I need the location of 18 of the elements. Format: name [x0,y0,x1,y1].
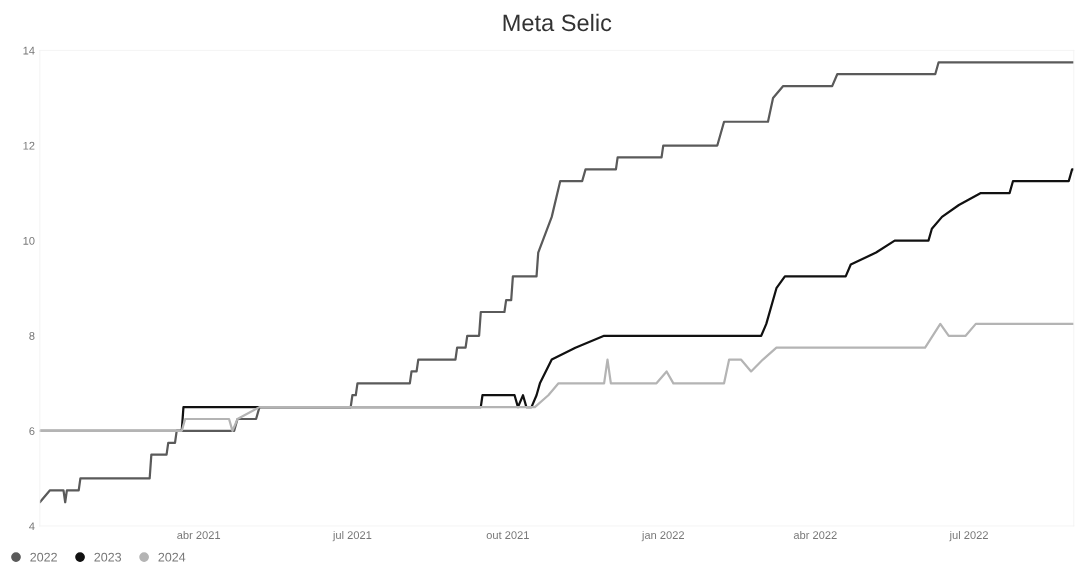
legend-label: 2024 [158,552,186,562]
legend-label: 2022 [30,552,57,562]
y-tick-label: 8 [29,332,35,340]
x-tick-label: abr 2021 [177,530,221,540]
y-tick-label: 12 [23,141,35,150]
x-tick-label: jan 2022 [641,530,684,542]
y-tick-label: 14 [23,46,35,55]
x-tick-label: jul 2022 [949,530,988,542]
legend-label: 2023 [94,552,122,562]
line-series [39,61,1074,504]
y-tick-label: 10 [23,236,35,245]
x-tick-label: jul 2021 [332,530,372,542]
chart-title: Meta Selic [503,13,612,32]
x-tick-label: out 2021 [486,531,529,540]
line-series [39,322,1074,433]
x-tick-label: abr 2022 [793,530,837,540]
y-tick-label: 4 [29,522,35,531]
y-tick-label: 6 [29,427,35,436]
